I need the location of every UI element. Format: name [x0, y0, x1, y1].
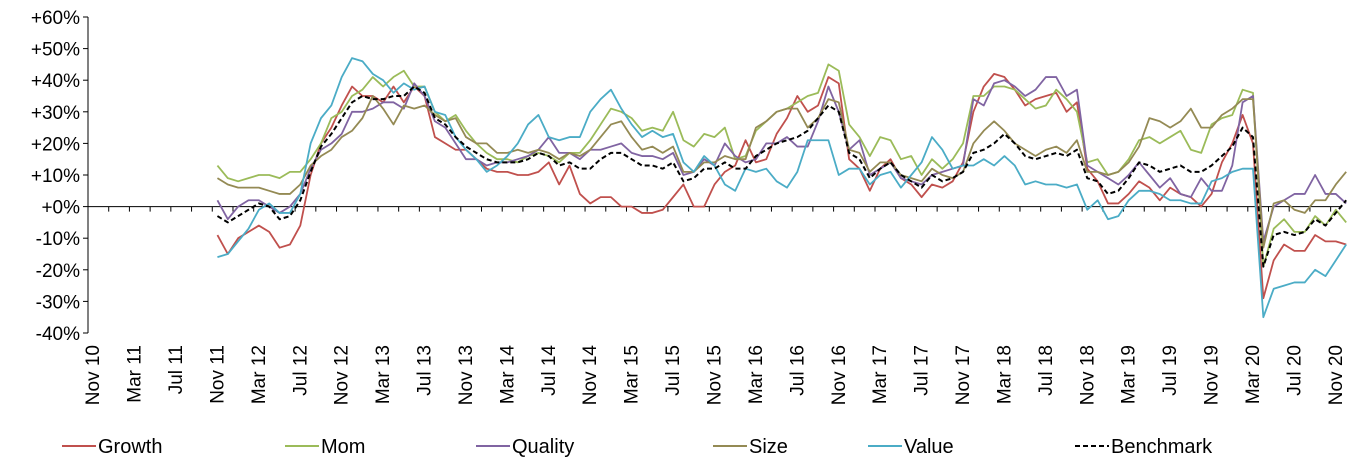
legend-item-growth: Growth: [62, 436, 162, 458]
legend-label: Benchmark: [1111, 436, 1213, 458]
y-tick-label: +10%: [31, 166, 80, 187]
legend-label: Mom: [321, 436, 365, 458]
x-tick-label: Nov 17: [953, 345, 974, 405]
x-tick-label: Mar 20: [1243, 345, 1264, 404]
legend-item-mom: Mom: [285, 436, 365, 458]
series-line-benchmark: [216, 85, 1347, 268]
x-tick-label: Nov 18: [1077, 345, 1098, 405]
x-tick-label: Nov 14: [580, 345, 601, 406]
x-tick-label: Nov 20: [1326, 345, 1347, 405]
y-tick-label: -40%: [36, 324, 80, 345]
legend-label: Size: [749, 436, 788, 458]
x-tick-label: Jul 15: [663, 345, 684, 396]
x-tick-label: Mar 12: [249, 345, 270, 404]
x-tick-label: Nov 12: [332, 345, 353, 405]
x-tick-label: Nov 16: [829, 345, 850, 405]
series-line-quality: [216, 76, 1347, 243]
x-tick-label: Jul 20: [1284, 345, 1305, 396]
x-tick-label: Mar 16: [746, 345, 767, 404]
series-line-size: [216, 95, 1347, 249]
legend-label: Growth: [98, 436, 162, 458]
y-tick-label: -20%: [36, 261, 80, 282]
x-tick-label: Mar 19: [1119, 345, 1140, 404]
x-tick-label: Nov 15: [705, 345, 726, 405]
x-tick-label: Nov 11: [207, 345, 228, 404]
x-tick-label: Nov 19: [1202, 345, 1223, 405]
x-tick-label: Mar 15: [622, 345, 643, 404]
legend-label: Value: [904, 436, 954, 458]
x-tick-label: Mar 13: [373, 345, 394, 404]
x-tick-label: Jul 14: [539, 345, 560, 396]
x-tick-label: Jul 13: [415, 345, 436, 396]
legend-item-value: Value: [868, 436, 954, 458]
y-tick-label: +30%: [31, 103, 80, 124]
y-tick-label: +50%: [31, 40, 80, 61]
x-axis: Nov 10 Mar 11 Jul 11 Nov 11 Mar 12 Jul 12 Nov …: [83, 206, 1347, 406]
legend: Growth Mom Quality Size Value Benchmark: [62, 436, 1213, 458]
y-tick-label: +40%: [31, 71, 80, 92]
x-tick-label: Mar 17: [870, 345, 891, 404]
x-tick-label: Jul 11: [166, 345, 187, 394]
x-tick-label: Jul 18: [1036, 345, 1057, 396]
x-tick-label: Mar 11: [125, 345, 146, 403]
y-tick-label: +0%: [41, 198, 80, 219]
y-tick-label: +20%: [31, 134, 80, 155]
x-tick-label: Jul 19: [1160, 345, 1181, 396]
legend-item-quality: Quality: [476, 436, 574, 458]
legend-item-benchmark: Benchmark: [1075, 436, 1213, 458]
series-line-growth: [216, 72, 1347, 300]
x-tick-label: Mar 18: [994, 345, 1015, 404]
legend-item-size: Size: [713, 436, 788, 458]
series-line-value: [217, 57, 1347, 319]
y-axis: -40% -30% -20% -10% +0% +10% +20% +30% +40% +50% +…: [31, 8, 89, 345]
x-tick-label: Jul 16: [787, 345, 808, 396]
x-tick-label: Nov 13: [456, 345, 477, 405]
x-tick-label: Jul 17: [912, 345, 933, 396]
legend-label: Quality: [512, 436, 574, 458]
x-tick-label: Mar 14: [497, 345, 518, 405]
y-tick-label: +60%: [31, 8, 80, 29]
y-tick-label: -30%: [36, 292, 80, 313]
series-line-mom: [216, 63, 1347, 268]
x-tick-label: Jul 12: [290, 345, 311, 396]
y-tick-label: -10%: [36, 229, 80, 250]
x-tick-label: Nov 10: [83, 345, 104, 405]
series-layer: [216, 57, 1347, 319]
